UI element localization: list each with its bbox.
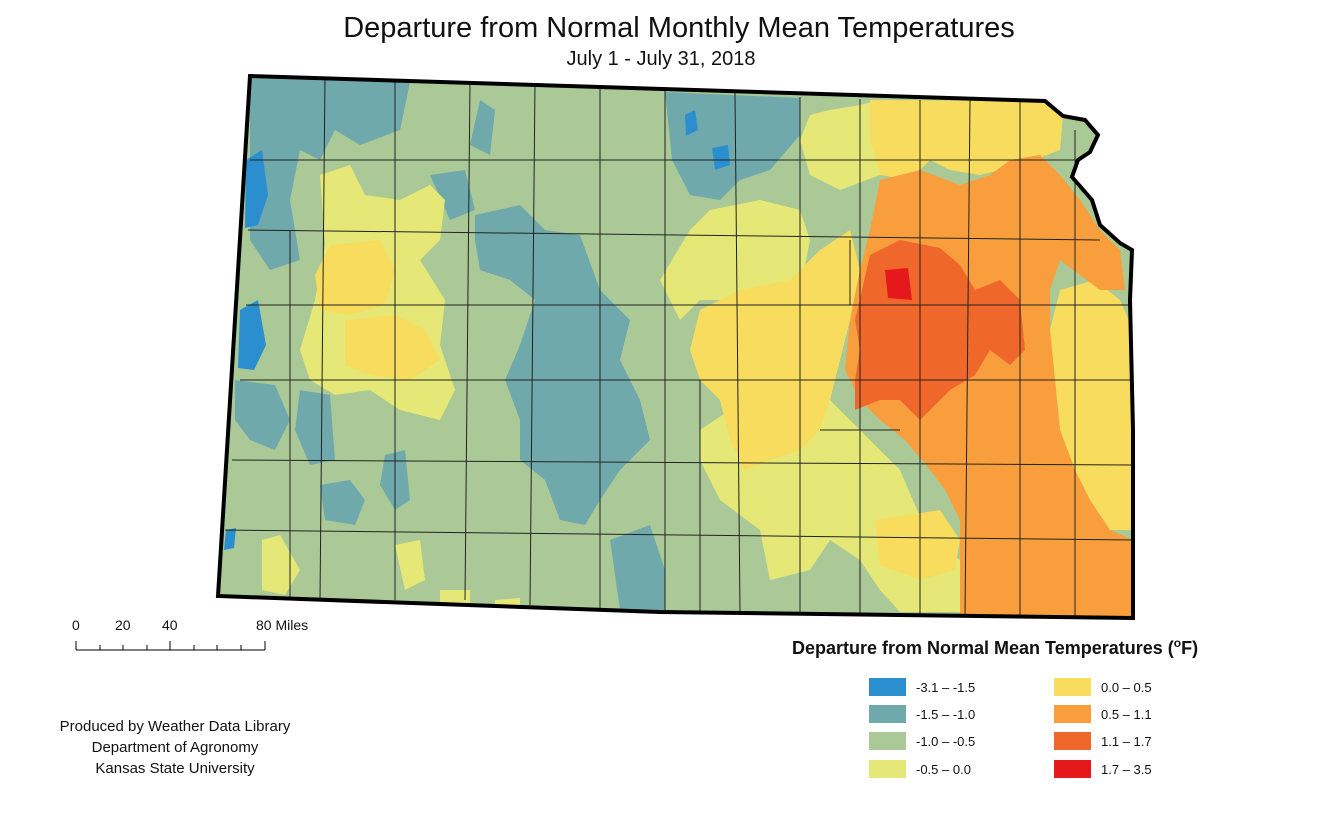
legend-item: 1.7 – 3.5 bbox=[1054, 759, 1152, 779]
map-subtitle: July 1 - July 31, 2018 bbox=[566, 48, 756, 70]
legend-swatch bbox=[869, 732, 906, 750]
legend-item: 1.1 – 1.7 bbox=[1054, 731, 1152, 751]
legend-title-text: Departure from Normal Mean Temperatures … bbox=[792, 638, 1174, 658]
legend-item: -1.5 – -1.0 bbox=[869, 704, 975, 724]
legend-item: 0.0 – 0.5 bbox=[1054, 677, 1152, 697]
scale-tick-label: 80 Miles bbox=[256, 617, 309, 633]
map-title: Departure from Normal Monthly Mean Tempe… bbox=[343, 12, 1015, 44]
legend-label: 1.7 – 3.5 bbox=[1101, 761, 1152, 777]
legend-item: 0.5 – 1.1 bbox=[1054, 704, 1152, 724]
legend-swatch bbox=[869, 760, 906, 778]
legend-item: -0.5 – 0.0 bbox=[869, 759, 971, 779]
legend-label: -0.5 – 0.0 bbox=[916, 761, 971, 777]
legend-label: 0.5 – 1.1 bbox=[1101, 706, 1152, 722]
temperature-departure-fill bbox=[218, 76, 1133, 618]
credits: Produced by Weather Data Library Departm… bbox=[22, 716, 328, 779]
legend-label: 1.1 – 1.7 bbox=[1101, 733, 1152, 749]
legend-label: 0.0 – 0.5 bbox=[1101, 679, 1152, 695]
legend-item: -3.1 – -1.5 bbox=[869, 677, 975, 697]
zone-17-35 bbox=[885, 268, 912, 300]
legend-unit-text: F) bbox=[1181, 638, 1199, 658]
credit-line: Produced by Weather Data Library bbox=[59, 718, 291, 735]
legend-swatch bbox=[1054, 732, 1091, 750]
legend-label: -1.0 – -0.5 bbox=[916, 733, 976, 749]
scale-tick-label: 20 bbox=[115, 617, 131, 633]
legend-swatch bbox=[1054, 678, 1091, 696]
legend-swatch bbox=[869, 705, 906, 723]
legend-swatch bbox=[1054, 705, 1091, 723]
legend-title: Departure from Normal Mean Temperatures … bbox=[792, 636, 1198, 659]
legend-swatch bbox=[1054, 760, 1091, 778]
scale-tick-label: 0 bbox=[72, 617, 80, 633]
legend-label: -1.5 – -1.0 bbox=[916, 706, 976, 722]
legend-label: -3.1 – -1.5 bbox=[916, 679, 976, 695]
scale-bar bbox=[75, 641, 266, 651]
zone-minus31-minus15 bbox=[224, 110, 730, 550]
kansas-boundary bbox=[215, 73, 1135, 621]
zone-minus15-minus1 bbox=[235, 76, 800, 612]
credit-line: Kansas State University bbox=[95, 760, 255, 777]
legend-item: -1.0 – -0.5 bbox=[869, 731, 975, 751]
legend-swatch bbox=[869, 678, 906, 696]
county-lines bbox=[224, 76, 1133, 618]
scale-tick-label: 40 bbox=[162, 617, 178, 633]
credit-line: Department of Agronomy bbox=[91, 739, 259, 756]
legend-unit-degree: o bbox=[1173, 636, 1182, 650]
